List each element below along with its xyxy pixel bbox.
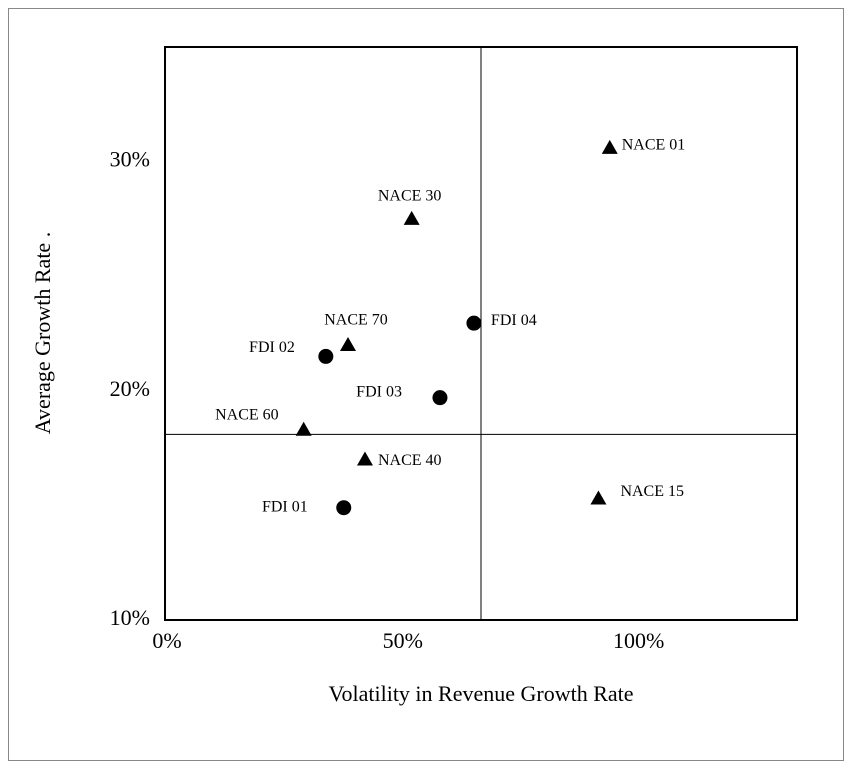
x-axis-title: Volatility in Revenue Growth Rate (328, 681, 633, 706)
x-tick-label: 0% (152, 628, 181, 653)
point-circle (318, 348, 334, 364)
point-triangle (356, 451, 373, 466)
point-label: NACE 70 (324, 312, 388, 329)
y-tick-label: 10% (110, 605, 150, 630)
y-axis-title: Average Growth Rate . (30, 232, 55, 434)
point-label: NACE 30 (378, 188, 442, 205)
x-tick-label: 100% (613, 628, 664, 653)
point-label: NACE 40 (378, 452, 442, 469)
point-circle (466, 315, 482, 331)
point-triangle (403, 210, 420, 225)
point-label: FDI 03 (356, 383, 402, 400)
outer-frame (8, 8, 844, 761)
point-triangle (295, 421, 312, 436)
x-tick-label: 50% (383, 628, 423, 653)
y-tick-label: 20% (110, 376, 150, 401)
point-label: NACE 60 (215, 406, 279, 423)
point-label: NACE 15 (620, 483, 684, 500)
point-label: FDI 02 (249, 339, 295, 356)
point-circle (432, 390, 448, 406)
y-tick-label: 30% (110, 147, 150, 172)
point-label: NACE 01 (622, 137, 686, 154)
point-label: FDI 04 (491, 312, 537, 329)
point-triangle (590, 490, 607, 505)
point-triangle (339, 336, 356, 351)
point-label: FDI 01 (262, 498, 308, 515)
point-circle (336, 500, 352, 516)
point-triangle (601, 139, 618, 154)
